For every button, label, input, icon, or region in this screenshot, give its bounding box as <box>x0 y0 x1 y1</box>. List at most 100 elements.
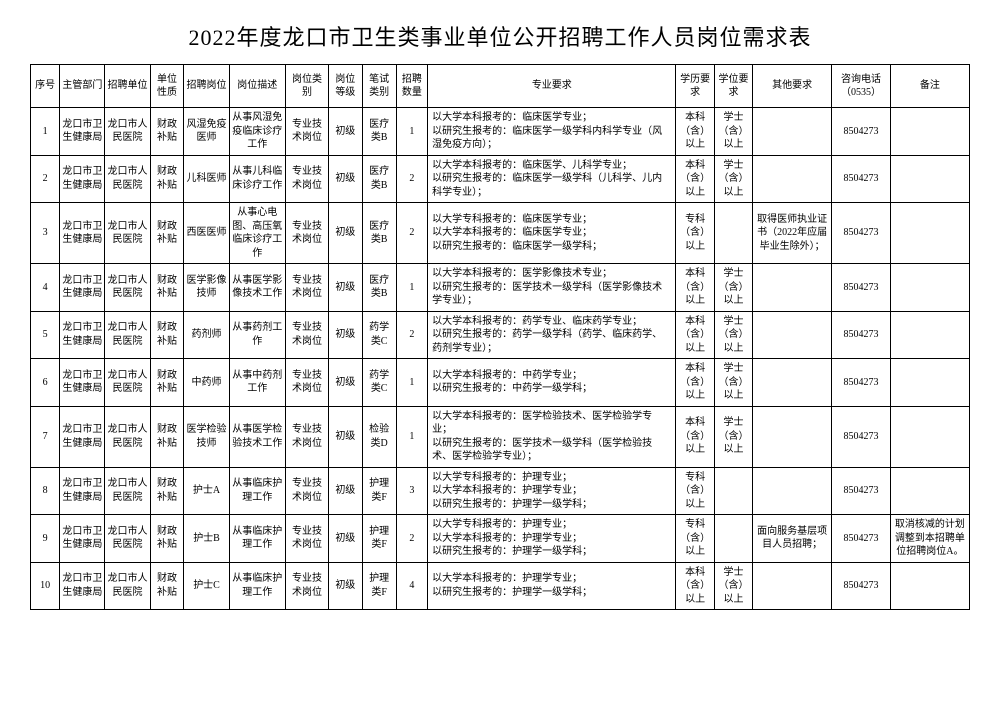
cell-exam: 医疗类B <box>362 264 396 312</box>
cell-position: 护士B <box>184 515 229 563</box>
cell-requirement: 以大学本科报考的：护理学专业；以研究生报考的：护理学一级学科； <box>428 562 676 610</box>
cell-nature: 财政补贴 <box>150 467 184 515</box>
cell-nature: 财政补贴 <box>150 359 184 407</box>
cell-desc: 从事儿科临床诊疗工作 <box>229 155 285 203</box>
cell-degree: 学士（含）以上 <box>714 108 752 156</box>
cell-dept: 龙口市卫生健康局 <box>60 359 105 407</box>
cell-edu: 本科（含）以上 <box>676 359 714 407</box>
table-row: 5龙口市卫生健康局龙口市人民医院财政补贴药剂师从事药剂工作专业技术岗位初级药学类… <box>31 311 970 359</box>
cell-requirement: 以大学本科报考的：临床医学专业；以研究生报考的：临床医学一级学科内科学专业（风湿… <box>428 108 676 156</box>
table-row: 9龙口市卫生健康局龙口市人民医院财政补贴护士B从事临床护理工作专业技术岗位初级护… <box>31 515 970 563</box>
cell-edu: 专科（含）以上 <box>676 203 714 264</box>
cell-idx: 1 <box>31 108 60 156</box>
cell-level: 初级 <box>328 155 362 203</box>
cell-desc: 从事临床护理工作 <box>229 562 285 610</box>
cell-count: 2 <box>396 515 428 563</box>
cell-category: 专业技术岗位 <box>286 203 329 264</box>
cell-note: 取消核减的计划调整到本招聘单位招聘岗位A。 <box>890 515 969 563</box>
col-tel: 咨询电话（0535） <box>832 65 891 108</box>
cell-dept: 龙口市卫生健康局 <box>60 311 105 359</box>
cell-degree <box>714 467 752 515</box>
cell-desc: 从事风湿免疫临床诊疗工作 <box>229 108 285 156</box>
cell-unit: 龙口市人民医院 <box>105 311 150 359</box>
cell-other <box>753 155 832 203</box>
col-category: 岗位类别 <box>286 65 329 108</box>
table-row: 7龙口市卫生健康局龙口市人民医院财政补贴医学检验技师从事医学检验技术工作专业技术… <box>31 406 970 467</box>
cell-tel: 8504273 <box>832 311 891 359</box>
cell-position: 西医医师 <box>184 203 229 264</box>
cell-tel: 8504273 <box>832 203 891 264</box>
cell-exam: 护理类F <box>362 562 396 610</box>
table-row: 10龙口市卫生健康局龙口市人民医院财政补贴护士C从事临床护理工作专业技术岗位初级… <box>31 562 970 610</box>
cell-edu: 本科（含）以上 <box>676 108 714 156</box>
cell-degree: 学士（含）以上 <box>714 155 752 203</box>
cell-other <box>753 311 832 359</box>
cell-position: 医学影像技师 <box>184 264 229 312</box>
cell-category: 专业技术岗位 <box>286 108 329 156</box>
cell-edu: 本科（含）以上 <box>676 264 714 312</box>
table-row: 1龙口市卫生健康局龙口市人民医院财政补贴风湿免疫医师从事风湿免疫临床诊疗工作专业… <box>31 108 970 156</box>
cell-edu: 专科（含）以上 <box>676 515 714 563</box>
col-desc: 岗位描述 <box>229 65 285 108</box>
cell-unit: 龙口市人民医院 <box>105 467 150 515</box>
cell-category: 专业技术岗位 <box>286 311 329 359</box>
cell-tel: 8504273 <box>832 562 891 610</box>
cell-note <box>890 562 969 610</box>
cell-degree: 学士（含）以上 <box>714 311 752 359</box>
cell-note <box>890 359 969 407</box>
cell-level: 初级 <box>328 359 362 407</box>
cell-dept: 龙口市卫生健康局 <box>60 515 105 563</box>
cell-unit: 龙口市人民医院 <box>105 155 150 203</box>
col-edu: 学历要求 <box>676 65 714 108</box>
cell-exam: 护理类F <box>362 467 396 515</box>
cell-level: 初级 <box>328 311 362 359</box>
table-row: 3龙口市卫生健康局龙口市人民医院财政补贴西医医师从事心电图、高压氧临床诊疗工作专… <box>31 203 970 264</box>
cell-unit: 龙口市人民医院 <box>105 359 150 407</box>
cell-level: 初级 <box>328 203 362 264</box>
cell-tel: 8504273 <box>832 406 891 467</box>
cell-desc: 从事医学影像技术工作 <box>229 264 285 312</box>
cell-count: 1 <box>396 359 428 407</box>
cell-desc: 从事临床护理工作 <box>229 515 285 563</box>
cell-other <box>753 359 832 407</box>
col-nature: 单位性质 <box>150 65 184 108</box>
cell-dept: 龙口市卫生健康局 <box>60 406 105 467</box>
cell-tel: 8504273 <box>832 359 891 407</box>
cell-category: 专业技术岗位 <box>286 406 329 467</box>
cell-tel: 8504273 <box>832 155 891 203</box>
cell-edu: 专科（含）以上 <box>676 467 714 515</box>
cell-note <box>890 264 969 312</box>
col-exam: 笔试类别 <box>362 65 396 108</box>
cell-requirement: 以大学本科报考的：中药学专业；以研究生报考的：中药学一级学科； <box>428 359 676 407</box>
col-position: 招聘岗位 <box>184 65 229 108</box>
table-header-row: 序号 主管部门 招聘单位 单位性质 招聘岗位 岗位描述 岗位类别 岗位等级 笔试… <box>31 65 970 108</box>
cell-nature: 财政补贴 <box>150 203 184 264</box>
cell-idx: 2 <box>31 155 60 203</box>
cell-note <box>890 311 969 359</box>
cell-level: 初级 <box>328 264 362 312</box>
cell-degree: 学士（含）以上 <box>714 562 752 610</box>
col-requirement: 专业要求 <box>428 65 676 108</box>
col-note: 备注 <box>890 65 969 108</box>
cell-exam: 检验类D <box>362 406 396 467</box>
cell-unit: 龙口市人民医院 <box>105 108 150 156</box>
cell-other <box>753 108 832 156</box>
cell-idx: 8 <box>31 467 60 515</box>
cell-category: 专业技术岗位 <box>286 562 329 610</box>
cell-count: 3 <box>396 467 428 515</box>
cell-nature: 财政补贴 <box>150 406 184 467</box>
cell-category: 专业技术岗位 <box>286 264 329 312</box>
cell-level: 初级 <box>328 406 362 467</box>
cell-category: 专业技术岗位 <box>286 467 329 515</box>
col-dept: 主管部门 <box>60 65 105 108</box>
table-row: 2龙口市卫生健康局龙口市人民医院财政补贴儿科医师从事儿科临床诊疗工作专业技术岗位… <box>31 155 970 203</box>
cell-nature: 财政补贴 <box>150 311 184 359</box>
cell-other <box>753 264 832 312</box>
cell-edu: 本科（含）以上 <box>676 406 714 467</box>
cell-dept: 龙口市卫生健康局 <box>60 108 105 156</box>
cell-nature: 财政补贴 <box>150 515 184 563</box>
cell-tel: 8504273 <box>832 467 891 515</box>
cell-category: 专业技术岗位 <box>286 515 329 563</box>
table-row: 8龙口市卫生健康局龙口市人民医院财政补贴护士A从事临床护理工作专业技术岗位初级护… <box>31 467 970 515</box>
cell-desc: 从事心电图、高压氧临床诊疗工作 <box>229 203 285 264</box>
